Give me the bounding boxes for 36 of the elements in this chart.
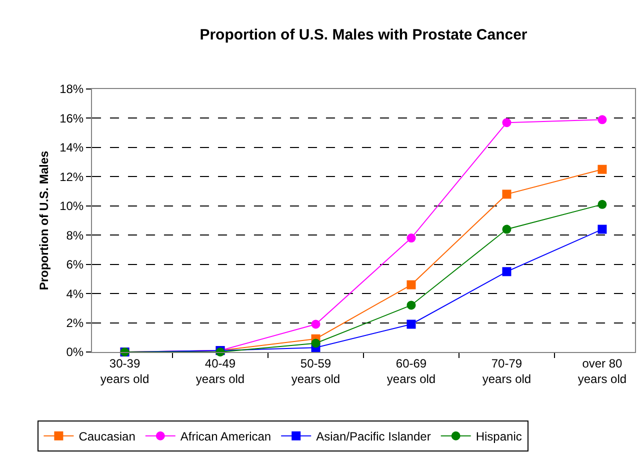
y-tick-label: 18%: [60, 82, 84, 96]
y-tick-label: 6%: [66, 258, 84, 272]
x-tick-label: 50-59 years old: [291, 356, 340, 386]
point: [502, 267, 512, 276]
y-tick-label: 12%: [60, 170, 84, 184]
point: [406, 300, 416, 310]
point: [598, 164, 607, 174]
x-tick-label: 40-49 years old: [196, 356, 245, 386]
legend-label: African American: [180, 430, 272, 444]
y-tick-label: 0%: [66, 345, 84, 360]
y-axis-title: Proportion of U.S. Males: [36, 150, 51, 290]
point: [598, 200, 607, 209]
point: [311, 320, 320, 329]
y-tick-label: 14%: [60, 140, 84, 155]
x-tick-label: 30-39 years old: [100, 356, 150, 386]
point: [311, 338, 320, 348]
y-tick-label: 2%: [66, 316, 84, 330]
point: [406, 320, 416, 329]
point: [502, 224, 512, 234]
point: [598, 115, 607, 124]
legend-label: Hispanic: [476, 430, 522, 444]
chart-title: Proportion of U.S. Males with Prostate Cancer: [200, 26, 528, 44]
point: [598, 224, 607, 234]
point: [406, 280, 416, 290]
x-tick-label: 70-79 years old: [482, 356, 532, 386]
y-tick-label: 8%: [66, 228, 84, 242]
y-tick-label: 16%: [60, 111, 84, 126]
legend-label: Asian/Pacific Islander: [316, 430, 431, 444]
legend-label: Caucasian: [78, 430, 136, 444]
point: [406, 234, 416, 243]
y-tick-label: 10%: [60, 199, 84, 214]
x-tick-label: 60-69 years old: [386, 356, 436, 386]
point: [502, 118, 512, 128]
point: [502, 190, 512, 199]
x-tick-label: over 80 years old: [578, 356, 627, 386]
y-tick-label: 4%: [66, 286, 84, 301]
